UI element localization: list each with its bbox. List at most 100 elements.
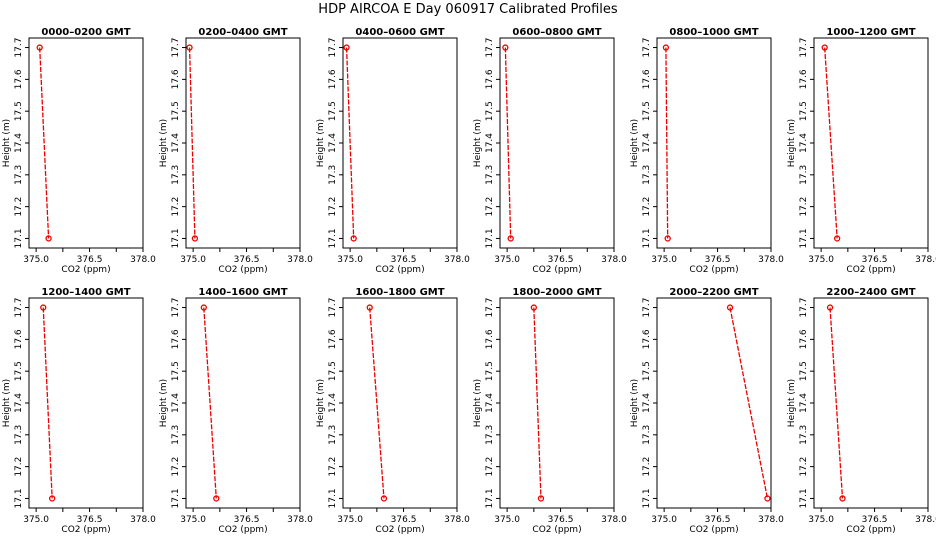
x-axis-label: CO2 (ppm): [846, 525, 895, 535]
y-axis-label: Height (m): [316, 379, 326, 427]
data-point: [839, 495, 846, 502]
y-tick-label: 17.6: [171, 69, 181, 89]
y-tick-label: 17.2: [799, 197, 809, 217]
y-tick-label: 17.1: [642, 488, 652, 508]
plot-frame: [185, 37, 301, 249]
y-axis-label: Height (m): [2, 119, 12, 167]
y-tick-label: 17.3: [485, 165, 495, 185]
data-point: [366, 304, 373, 311]
y-tick-label: 17.2: [799, 457, 809, 477]
x-tick-label: 376.5: [705, 515, 731, 525]
y-tick-label: 17.5: [171, 361, 181, 381]
x-tick-label: 375.0: [494, 255, 520, 265]
y-tick-label: 17.5: [328, 101, 338, 121]
x-tick-label: 376.5: [391, 515, 417, 525]
y-tick-label: 17.7: [799, 38, 809, 58]
y-tick-label: 17.2: [485, 197, 495, 217]
y-tick-label: 17.5: [485, 361, 495, 381]
y-axis-label: Height (m): [473, 379, 483, 427]
y-tick-label: 17.5: [171, 101, 181, 121]
data-point: [537, 495, 545, 502]
y-tick-label: 17.5: [485, 101, 495, 121]
y-tick-label: 17.3: [14, 425, 24, 445]
data-point: [834, 235, 841, 242]
y-tick-label: 17.3: [171, 165, 181, 185]
plot-frame: [499, 37, 615, 249]
y-tick-label: 17.6: [171, 329, 181, 349]
panel-title: 0200–0400 GMT: [198, 27, 287, 38]
data-point: [40, 304, 47, 311]
data-point: [343, 44, 350, 51]
x-tick-label: 378.0: [758, 515, 784, 525]
y-tick-label: 17.5: [14, 361, 24, 381]
y-axis-label: Height (m): [787, 119, 797, 167]
profile-panel: 2000–2200 GMT 375.0 376.5 378.0 CO2 (ppm) 17.…: [630, 287, 784, 535]
panel-title: 1200–1400 GMT: [41, 287, 130, 298]
y-tick-label: 17.2: [14, 457, 24, 477]
plot-frame: [342, 37, 458, 249]
y-tick-label: 17.3: [799, 425, 809, 445]
x-axis-label: CO2 (ppm): [61, 525, 110, 535]
y-tick-label: 17.6: [642, 69, 652, 89]
y-tick-label: 17.5: [14, 101, 24, 121]
y-axis-label: Height (m): [159, 119, 169, 167]
x-axis-label: CO2 (ppm): [532, 525, 581, 535]
x-tick-label: 376.5: [234, 515, 260, 525]
profile-panel: 1600–1800 GMT 375.0 376.5 378.0 CO2 (ppm) 17.…: [316, 287, 470, 535]
y-axis-label: Height (m): [473, 119, 483, 167]
y-tick-label: 17.5: [328, 361, 338, 381]
y-tick-label: 17.1: [328, 228, 338, 248]
profile-panel: 1000–1200 GMT 375.0 376.5 378.0 CO2 (ppm) 17.…: [787, 27, 936, 275]
y-tick-label: 17.3: [14, 165, 24, 185]
data-point: [36, 44, 43, 51]
y-tick-label: 17.2: [171, 197, 181, 217]
plot-frame: [656, 37, 772, 249]
y-tick-label: 17.6: [642, 329, 652, 349]
profile-panel: 0000–0200 GMT 375.0 376.5 378.0 CO2 (ppm) 17.…: [2, 27, 156, 275]
y-tick-label: 17.3: [171, 425, 181, 445]
x-tick-label: 375.0: [808, 255, 834, 265]
x-tick-label: 375.0: [494, 515, 520, 525]
y-tick-label: 17.2: [328, 457, 338, 477]
y-axis-label: Height (m): [159, 379, 169, 427]
data-point: [213, 495, 220, 502]
x-tick-label: 378.0: [444, 515, 470, 525]
y-axis-label: Height (m): [2, 379, 12, 427]
profile-line: [729, 307, 769, 499]
x-tick-label: 378.0: [601, 255, 627, 265]
data-point: [49, 495, 56, 502]
data-point: [186, 44, 193, 51]
y-axis-label: Height (m): [630, 379, 640, 427]
y-tick-label: 17.6: [328, 329, 338, 349]
x-tick-label: 376.5: [705, 255, 731, 265]
x-axis-label: CO2 (ppm): [218, 525, 267, 535]
y-tick-label: 17.6: [485, 69, 495, 89]
y-tick-label: 17.1: [799, 488, 809, 508]
plot-frame: [185, 297, 301, 509]
x-tick-label: 378.0: [130, 255, 156, 265]
y-tick-label: 17.5: [642, 101, 652, 121]
y-tick-label: 17.7: [485, 298, 495, 318]
x-tick-label: 376.5: [862, 515, 888, 525]
data-point: [662, 44, 670, 51]
panel-title: 0000–0200 GMT: [41, 27, 130, 38]
y-axis-label: Height (m): [316, 119, 326, 167]
profile-line: [203, 307, 217, 499]
x-tick-label: 376.5: [234, 255, 260, 265]
data-point: [664, 235, 671, 242]
y-tick-label: 17.3: [328, 425, 338, 445]
y-tick-label: 17.2: [171, 457, 181, 477]
profile-line: [504, 47, 512, 239]
panel-title: 1000–1200 GMT: [826, 27, 915, 38]
x-tick-label: 378.0: [287, 255, 313, 265]
x-tick-label: 376.5: [77, 255, 103, 265]
y-tick-label: 17.2: [485, 457, 495, 477]
panel-title: 0800–1000 GMT: [669, 27, 758, 38]
y-tick-label: 17.1: [485, 228, 495, 248]
y-tick-label: 17.1: [799, 228, 809, 248]
y-axis-label: Height (m): [630, 119, 640, 167]
data-point: [350, 235, 357, 242]
y-tick-label: 17.7: [485, 38, 495, 58]
y-tick-label: 17.4: [485, 393, 495, 413]
profile-line: [345, 47, 355, 239]
